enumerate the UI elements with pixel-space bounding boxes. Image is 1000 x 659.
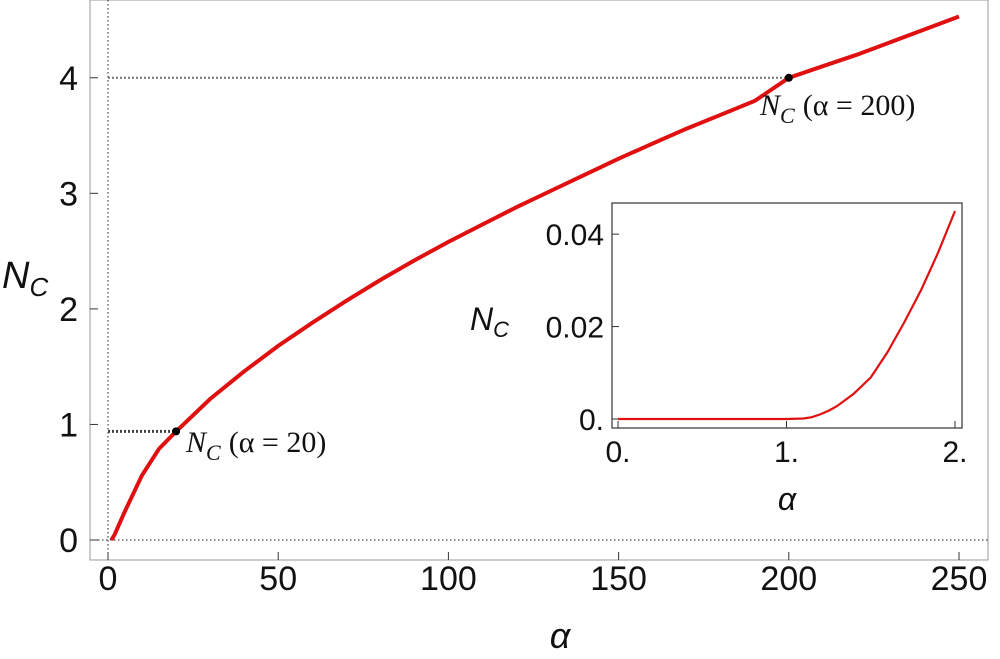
main-x-tick-label: 150 (590, 560, 647, 598)
main-y-tick-label: 3 (59, 175, 78, 213)
inset-background (600, 203, 972, 428)
main-y-axis-label: NC (2, 255, 48, 302)
highlight-point-0 (172, 427, 181, 436)
inset-x-tick-label: 1. (774, 436, 799, 469)
main-highlight-points (172, 73, 793, 436)
annotation-alpha-200: NC (α = 200) (759, 89, 915, 128)
main-y-tick-label: 1 (59, 406, 78, 444)
inset-x-tick-label: 2. (942, 436, 967, 469)
inset-series-line (618, 210, 957, 421)
inset-y-tick-label: 0.04 (546, 219, 604, 252)
main-y-tick-label: 0 (59, 522, 78, 560)
inset-x-axis-label: α (778, 481, 797, 517)
inset-y-axis-label: NC (470, 301, 509, 342)
main-x-tick-label: 200 (760, 560, 817, 598)
main-x-tick-label: 50 (259, 560, 297, 598)
inset-ticks (612, 233, 956, 428)
main-x-tick-label: 100 (420, 560, 477, 598)
inset-x-tick-label: 0. (605, 436, 630, 469)
main-guide-lines (108, 76, 789, 433)
main-plot-frame (89, 0, 989, 561)
main-y-tick-label: 2 (59, 291, 78, 329)
inset-y-tick-label: 0. (579, 404, 604, 437)
annotation-alpha-20: NC (α = 20) (185, 426, 326, 465)
highlight-point-1 (784, 73, 793, 82)
main-y-tick-label: 4 (59, 60, 78, 98)
inset-tick-labels: 0. 1. 2. 0. 0.02 0.04 (546, 219, 968, 469)
inset-y-tick-label: 0.02 (546, 312, 604, 345)
main-x-tick-label: 250 (931, 560, 988, 598)
main-series-line (109, 14, 960, 542)
main-tick-labels: 0 50 100 150 200 250 0 1 2 3 4 (59, 60, 987, 598)
main-x-axis-label: α (550, 615, 572, 656)
main-x-tick-label: 0 (99, 560, 118, 598)
main-ticks (90, 77, 960, 560)
